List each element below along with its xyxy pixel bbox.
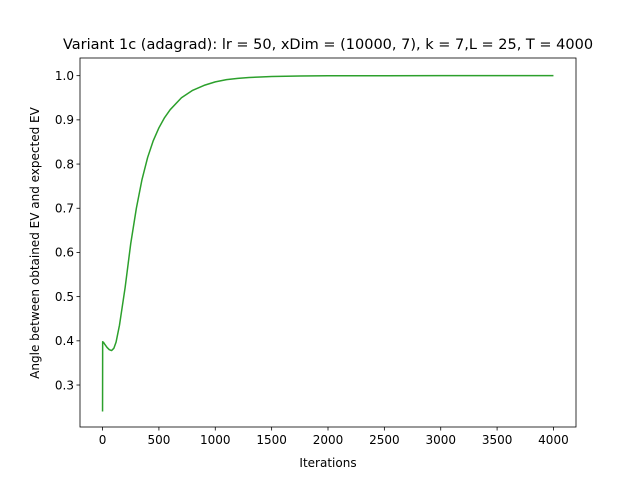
series-line-0 (101, 74, 554, 412)
x-tick-label: 2500 (369, 433, 400, 447)
x-tick-label: 3000 (425, 433, 456, 447)
y-tick-label: 1.0 (55, 69, 74, 83)
y-tick-label: 0.7 (55, 202, 74, 216)
y-tick-label: 0.3 (55, 378, 74, 392)
y-tick-label: 0.9 (55, 113, 74, 127)
chart-title: Variant 1c (adagrad): lr = 50, xDim = (1… (63, 37, 593, 53)
y-axis-label: Angle between obtained EV and expected E… (28, 106, 42, 378)
y-tick-label: 0.8 (55, 157, 74, 171)
y-tick-label: 0.5 (55, 290, 74, 304)
plot-area: 0 500 1000 1500 2000 2500 3000 3500 4000 0.3 0.4 0.… (55, 57, 577, 447)
x-tick-label: 0 (99, 433, 107, 447)
y-tick-label: 0.4 (55, 334, 74, 348)
y-tick-label: 0.6 (55, 246, 74, 260)
x-tick-label: 2000 (313, 433, 344, 447)
x-tick-label: 3500 (482, 433, 513, 447)
x-tick-label: 4000 (538, 433, 569, 447)
x-tick-label: 500 (147, 433, 170, 447)
x-tick-label: 1500 (256, 433, 287, 447)
x-tick-label: 1000 (200, 433, 231, 447)
x-axis-label: Iterations (299, 456, 356, 470)
